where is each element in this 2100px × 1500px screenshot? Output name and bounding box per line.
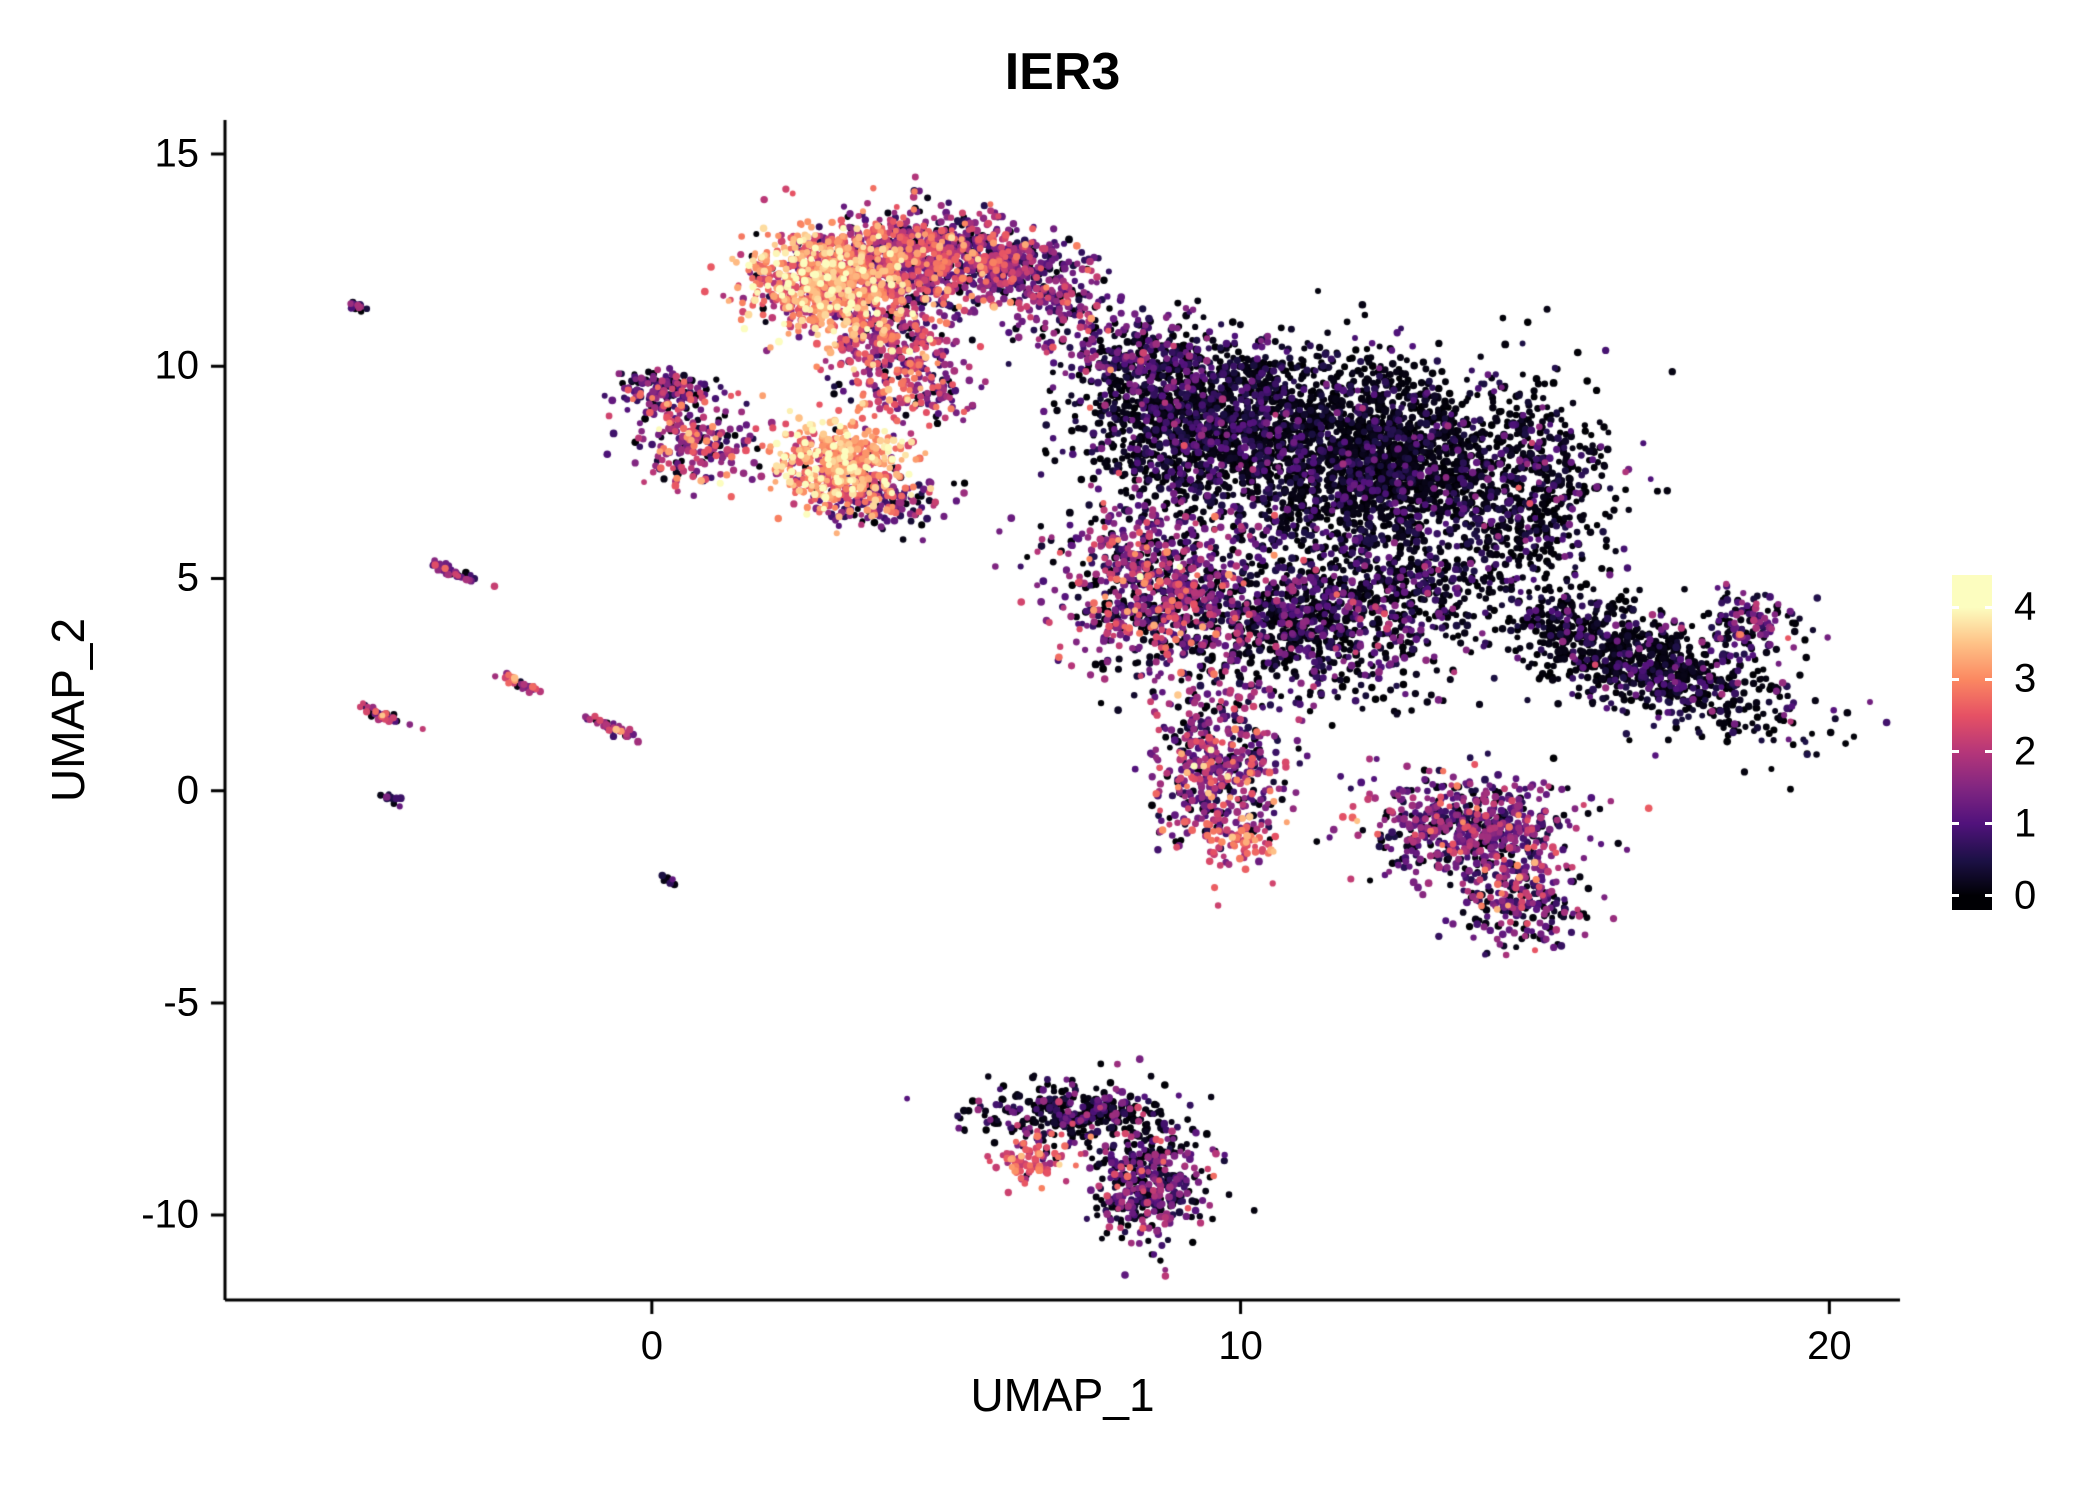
x-axis-title: UMAP_1 [970,1369,1155,1421]
colorbar-tick-label: 1 [2014,801,2037,846]
y-axis-title: UMAP_2 [42,617,94,803]
colorbar-tick-mark [1952,605,1959,609]
colorbar-gradient [1952,575,1992,910]
colorbar-tick-mark [1952,894,1959,898]
x-axis-tick-label: 10 [1218,1324,1263,1368]
y-axis-tick-label: 10 [154,343,200,388]
y-axis-tick-label: 5 [176,555,199,600]
colorbar-tick-label: 0 [2014,873,2037,918]
colorbar-tick-label: 2 [2014,729,2037,773]
y-axis-tick-label: -10 [141,1192,199,1237]
y-axis-tick-label: 15 [154,131,200,176]
colorbar-tick-mark [1985,894,1992,898]
x-axis-tick-label: 20 [1807,1324,1852,1368]
colorbar-tick-label: 3 [2014,656,2037,701]
chart-title: IER3 [1004,43,1121,101]
colorbar-tick-mark [1985,677,1992,681]
colorbar-tick-mark [1952,750,1959,753]
colorbar-tick-mark [1985,822,1992,826]
y-axis-tick-label: -5 [163,980,199,1025]
colorbar-tick-mark [1952,822,1959,826]
colorbar-tick-mark [1985,750,1992,753]
y-axis-tick-label: 0 [176,768,199,813]
x-axis-tick-label: 0 [640,1324,663,1368]
colorbar-tick-label: 4 [2014,584,2037,629]
colorbar-tick-mark [1952,677,1959,681]
colorbar-tick-mark [1985,605,1992,609]
